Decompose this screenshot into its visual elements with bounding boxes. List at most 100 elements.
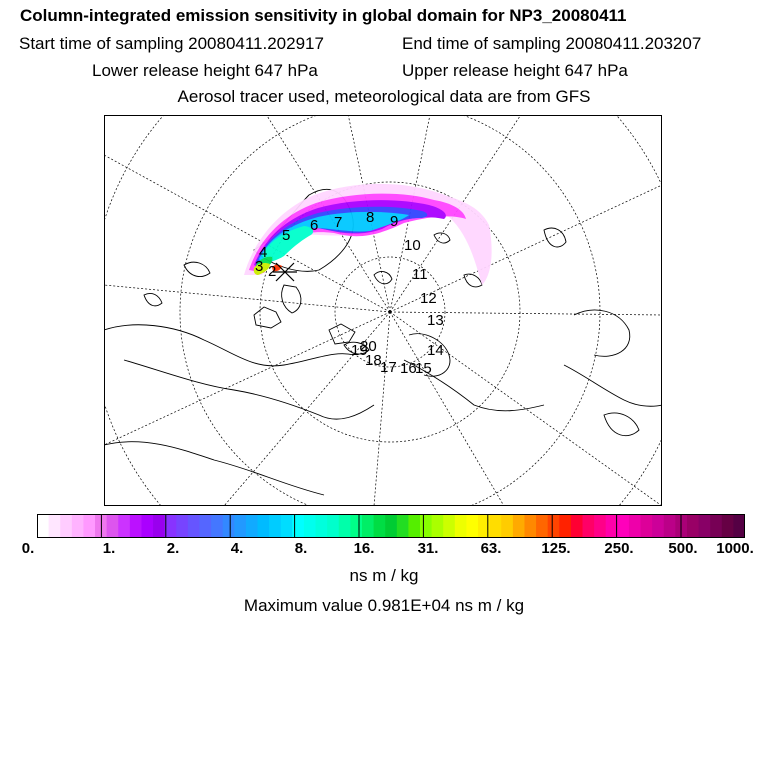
colorbar-cell: [141, 514, 154, 538]
colorbar-cell: [350, 514, 363, 538]
lower-height-label: Lower release height 647 hPa: [92, 61, 318, 80]
day-label: 12: [420, 290, 437, 307]
colorbar-tick-label: 500.: [668, 540, 698, 557]
colorbar-cell: [106, 514, 119, 538]
colorbar-cell: [489, 514, 502, 538]
colorbar-tick-label: 1000.: [716, 540, 754, 557]
colorbar-cell: [640, 514, 653, 538]
day-label: 14: [427, 342, 444, 359]
colorbar-cell: [234, 514, 247, 538]
colorbar-tick-label: 1.: [102, 540, 116, 557]
map-frame: [104, 115, 662, 506]
colorbar-cell: [431, 514, 444, 538]
colorbar-cell: [222, 514, 235, 538]
colorbar-cell: [292, 514, 305, 538]
day-label: 4: [259, 244, 267, 261]
colorbar-cell: [315, 514, 328, 538]
colorbar-cell: [605, 514, 618, 538]
colorbar-cell: [443, 514, 456, 538]
coastlines: [104, 188, 662, 496]
colorbar-cell: [303, 514, 317, 538]
colorbar-tick-label: 8.: [294, 540, 308, 557]
colorbar-cell: [559, 514, 572, 538]
colorbar-tick-label: 16.: [353, 540, 375, 557]
colorbar-cell: [570, 514, 584, 538]
colorbar-cell: [211, 514, 224, 538]
max-value-label: Maximum value 0.981E+04 ns m / kg: [243, 596, 525, 615]
colorbar-units: ns m / kg: [349, 566, 419, 585]
colorbar-cell: [187, 514, 201, 538]
day-label: 3: [255, 258, 263, 275]
day-label: 17: [380, 359, 397, 376]
colorbar-cell: [710, 514, 723, 538]
colorbar-cell: [176, 514, 189, 538]
colorbar-cell: [199, 514, 212, 538]
latitude-circles: [104, 115, 662, 506]
colorbar-cell: [71, 514, 85, 538]
colorbar-cell: [37, 514, 50, 538]
colorbar-cell: [385, 514, 398, 538]
colorbar-cell: [628, 514, 642, 538]
start-time-label: Start time of sampling 20080411.202917: [19, 34, 324, 53]
day-label: 2: [268, 263, 276, 280]
colorbar-cell: [245, 514, 259, 538]
day-label: 9: [390, 213, 398, 230]
colorbar-cell: [48, 514, 61, 538]
colorbar-cell: [408, 514, 421, 538]
day-label: 7: [334, 214, 342, 231]
colorbar-cell: [83, 514, 96, 538]
map-background: [104, 115, 662, 506]
colorbar-cell: [118, 514, 131, 538]
end-time-label: End time of sampling 20080411.203207: [402, 34, 702, 53]
colorbar-cell: [129, 514, 143, 538]
colorbar-cell: [420, 514, 433, 538]
colorbar-cell: [512, 514, 526, 538]
day-label: 20: [360, 338, 377, 355]
day-label: 18: [365, 352, 382, 369]
colorbar-cell: [396, 514, 410, 538]
colorbar-cell: [582, 514, 595, 538]
day-label: 8: [366, 209, 374, 226]
colorbar-cell: [652, 514, 665, 538]
colorbar-cell: [280, 514, 293, 538]
colorbar-cell: [524, 514, 537, 538]
colorbar-cell: [536, 514, 549, 538]
day-label: 5: [282, 227, 290, 244]
colorbar-cell: [338, 514, 351, 538]
colorbar-cell: [721, 514, 734, 538]
colorbar-cell: [501, 514, 514, 538]
colorbar-cell: [478, 514, 491, 538]
colorbar-cell: [269, 514, 282, 538]
colorbar-tick-label: 4.: [230, 540, 244, 557]
colorbar-cell: [373, 514, 386, 538]
polar-map: 2 3 4 5 6 7 8 9 10 11 12 13 14 15 16 17 …: [104, 115, 662, 506]
colorbar-cell: [361, 514, 375, 538]
plot-title: Column-integrated emission sensitivity i…: [20, 6, 627, 25]
colorbar-cell: [686, 514, 700, 538]
colorbar-cell: [547, 514, 560, 538]
colorbar-cell: [617, 514, 630, 538]
colorbar-cell: [733, 514, 745, 538]
colorbar-cell: [594, 514, 607, 538]
colorbar-cell: [698, 514, 711, 538]
colorbar: [37, 514, 745, 538]
colorbar-tick-label: 31.: [417, 540, 439, 557]
colorbar-cell: [60, 514, 73, 538]
tracer-info-label: Aerosol tracer used, meteorological data…: [177, 87, 591, 106]
release-point-cross: [273, 262, 297, 282]
colorbar-tick-label: 125.: [541, 540, 571, 557]
colorbar-tick-label: 63.: [480, 540, 502, 557]
colorbar-cell: [454, 514, 468, 538]
colorbar-tick-label: 2.: [166, 540, 180, 557]
day-label: 6: [310, 217, 318, 234]
colorbar-cell: [327, 514, 340, 538]
day-label: 10: [404, 237, 421, 254]
colorbar-cell: [164, 514, 177, 538]
day-label: 16: [400, 360, 417, 377]
day-label: 11: [412, 266, 428, 283]
colorbar-cell: [257, 514, 270, 538]
colorbar-tick-label: 250.: [604, 540, 634, 557]
colorbar-frame: [37, 514, 745, 538]
sensitivity-plume: [244, 183, 492, 285]
colorbar-cell: [466, 514, 479, 538]
